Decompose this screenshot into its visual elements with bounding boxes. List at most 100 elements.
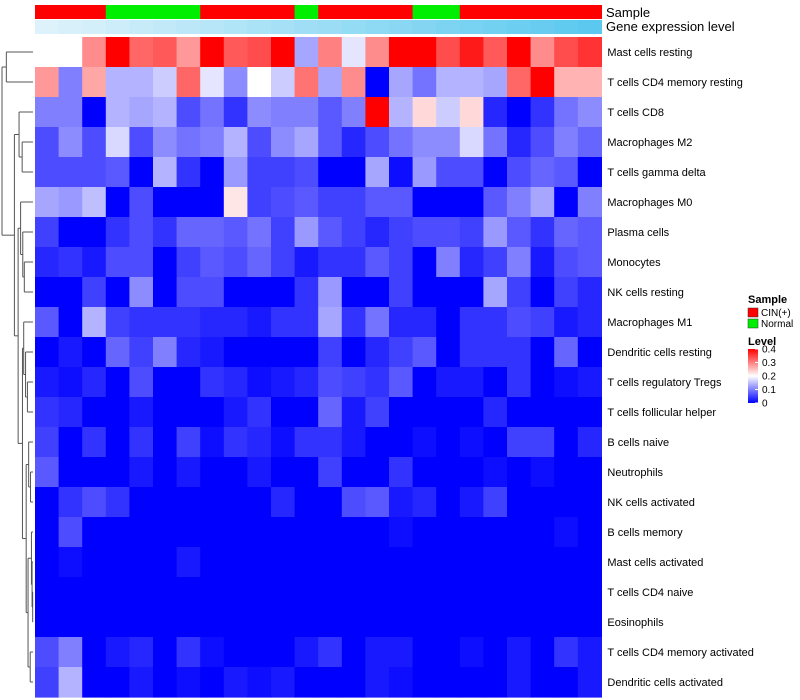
heatmap-cell-12-13 (318, 367, 343, 398)
heatmap-cell-17-2 (58, 517, 83, 548)
heatmap-cell-2-5 (129, 67, 154, 98)
heatmap-cell-16-6 (153, 487, 178, 518)
row-label-t-cells-cd4-naive: T cells CD4 naive (607, 587, 693, 599)
heatmap-cell-5-5 (129, 157, 154, 188)
heatmap-cell-19-17 (412, 577, 437, 608)
heatmap-cell-21-13 (318, 637, 343, 668)
heatmap-cell-4-21 (507, 127, 532, 158)
heatmap-cell-13-5 (129, 397, 154, 428)
heatmap-cell-4-23 (554, 127, 579, 158)
heatmap-cell-18-24 (577, 547, 602, 578)
heatmap-cell-4-15 (365, 127, 390, 158)
heatmap-cell-4-14 (341, 127, 366, 158)
heatmap-cell-8-21 (507, 247, 532, 278)
heatmap-cell-22-11 (271, 667, 296, 698)
heatmap-cell-5-17 (412, 157, 437, 188)
heatmap-cell-6-17 (412, 187, 437, 218)
heatmap-cell-19-21 (507, 577, 532, 608)
heatmap-cell-18-16 (389, 547, 414, 578)
heatmap-cell-16-7 (176, 487, 201, 518)
sample-cell-6 (153, 5, 178, 19)
heatmap-cell-15-22 (530, 457, 555, 488)
heatmap-cell-20-23 (554, 607, 579, 638)
heatmap-cell-15-4 (105, 457, 130, 488)
heatmap-cell-22-8 (200, 667, 225, 698)
heatmap-cell-11-6 (153, 337, 178, 368)
row-label-macrophages-m0: Macrophages M0 (607, 197, 692, 209)
heatmap-cell-1-4 (105, 37, 130, 68)
heatmap-cell-4-16 (389, 127, 414, 158)
heatmap-cell-1-9 (223, 37, 248, 68)
heatmap-cell-6-15 (365, 187, 390, 218)
heatmap-cell-2-9 (223, 67, 248, 98)
row-label-monocytes: Monocytes (607, 257, 661, 269)
sample-cell-13 (318, 5, 343, 19)
heatmap-cell-10-20 (483, 307, 508, 338)
heatmap-cell-21-4 (105, 637, 130, 668)
heatmap-cell-8-14 (341, 247, 366, 278)
heatmap-cell-19-16 (389, 577, 414, 608)
heatmap-cell-10-19 (459, 307, 484, 338)
heatmap-cell-21-19 (459, 637, 484, 668)
gene-expression-cell-21 (507, 20, 532, 34)
heatmap-cell-17-3 (82, 517, 107, 548)
heatmap-cell-2-22 (530, 67, 555, 98)
heatmap-cell-10-7 (176, 307, 201, 338)
heatmap-cell-20-5 (129, 607, 154, 638)
gene-expression-cell-14 (341, 20, 366, 34)
heatmap-cell-10-4 (105, 307, 130, 338)
heatmap-cell-3-11 (271, 97, 296, 128)
heatmap-cell-16-15 (365, 487, 390, 518)
heatmap-cell-15-23 (554, 457, 579, 488)
row-label-t-cells-cd4-memory-activated: T cells CD4 memory activated (607, 647, 754, 659)
row-label-mast-cells-activated: Mast cells activated (607, 557, 703, 569)
heatmap-cell-1-1 (35, 37, 60, 68)
level-tick-label-1: 0.4 (762, 345, 776, 356)
gene-expression-cell-3 (82, 20, 107, 34)
heatmap-cell-2-17 (412, 67, 437, 98)
heatmap-cell-3-24 (577, 97, 602, 128)
heatmap-cell-9-3 (82, 277, 107, 308)
heatmap-cell-12-9 (223, 367, 248, 398)
heatmap-cell-16-14 (341, 487, 366, 518)
level-tick-label-4: 0.1 (762, 385, 776, 396)
heatmap-cell-10-3 (82, 307, 107, 338)
heatmap-cell-19-22 (530, 577, 555, 608)
heatmap-cell-3-3 (82, 97, 107, 128)
heatmap-cell-12-1 (35, 367, 60, 398)
heatmap-cell-13-12 (294, 397, 319, 428)
heatmap-cell-20-14 (341, 607, 366, 638)
heatmap-cell-17-18 (436, 517, 461, 548)
heatmap-cell-10-1 (35, 307, 60, 338)
sample-cell-20 (483, 5, 508, 19)
heatmap-cell-19-6 (153, 577, 178, 608)
heatmap-cell-18-3 (82, 547, 107, 578)
heatmap-cell-8-17 (412, 247, 437, 278)
heatmap-cell-6-23 (554, 187, 579, 218)
heatmap-cell-16-8 (200, 487, 225, 518)
heatmap-cell-4-9 (223, 127, 248, 158)
heatmap-cell-1-24 (577, 37, 602, 68)
heatmap-cell-8-6 (153, 247, 178, 278)
heatmap-cell-12-17 (412, 367, 437, 398)
sample-cell-12 (294, 5, 319, 19)
sample-cell-10 (247, 5, 272, 19)
sample-cell-17 (412, 5, 437, 19)
heatmap-cell-16-20 (483, 487, 508, 518)
heatmap-cell-17-6 (153, 517, 178, 548)
heatmap-cell-14-9 (223, 427, 248, 458)
heatmap-cell-18-14 (341, 547, 366, 578)
heatmap-cell-2-18 (436, 67, 461, 98)
heatmap-cell-12-15 (365, 367, 390, 398)
sample-cell-2 (58, 5, 83, 19)
heatmap-cell-14-24 (577, 427, 602, 458)
row-label-b-cells-memory: B cells memory (607, 527, 683, 539)
heatmap-cell-14-23 (554, 427, 579, 458)
heatmap-cell-16-18 (436, 487, 461, 518)
legend-swatch-cin (747, 307, 759, 318)
heatmap-cell-22-4 (105, 667, 130, 698)
heatmap-cell-15-15 (365, 457, 390, 488)
heatmap-cell-9-14 (341, 277, 366, 308)
heatmap-cell-16-17 (412, 487, 437, 518)
row-label-mast-cells-resting: Mast cells resting (607, 47, 692, 59)
